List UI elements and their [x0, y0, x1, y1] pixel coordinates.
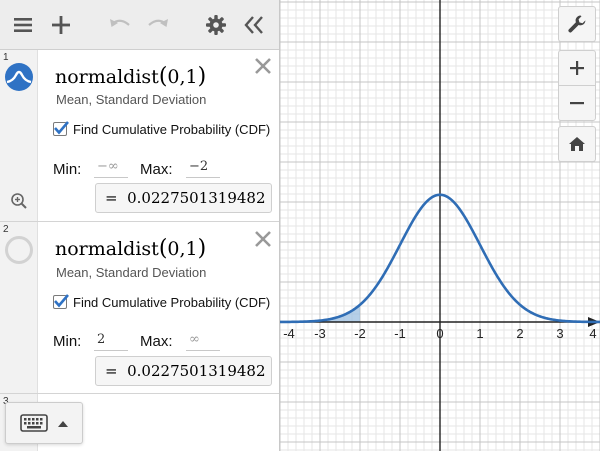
home-icon — [569, 137, 585, 151]
delete-expression-icon[interactable] — [253, 56, 273, 76]
home-button[interactable] — [558, 126, 596, 162]
expression-gutter: 1 — [0, 50, 38, 221]
cdf-result: = 0.0227501319482 — [95, 356, 272, 386]
redo-icon[interactable] — [142, 9, 174, 41]
expression-panel: 1 normaldist(0,1) Mean, Standard Deviati… — [0, 0, 280, 451]
keyboard-toggle-button[interactable] — [5, 402, 83, 444]
zoom-in-button[interactable] — [558, 50, 596, 86]
x-tick-label: 4 — [589, 326, 596, 341]
expression-toolbar — [0, 0, 279, 50]
x-tick-label: 2 — [516, 326, 523, 341]
x-tick-label: -3 — [314, 326, 326, 341]
caret-up-icon — [58, 421, 68, 427]
x-tick-label: -2 — [354, 326, 366, 341]
function-name: normaldist — [55, 66, 159, 88]
result-value: 0.0227501319482 — [127, 189, 266, 207]
plus-icon[interactable] — [45, 9, 77, 41]
cdf-checkbox[interactable] — [53, 121, 69, 136]
zoom-fit-icon[interactable] — [10, 192, 28, 210]
zoom-out-button[interactable] — [558, 85, 596, 121]
result-equals: = — [105, 362, 118, 380]
parameter-hint: Mean, Standard Deviation — [56, 92, 207, 107]
wrench-icon — [568, 15, 586, 33]
min-input[interactable]: 2 — [94, 330, 128, 351]
expression-index: 1 — [3, 52, 9, 63]
max-input[interactable]: −2 — [186, 157, 220, 178]
normal-curve — [279, 193, 600, 324]
x-tick-label: 0 — [436, 326, 443, 341]
expression-2[interactable]: 2 normaldist(0,1) Mean, Standard Deviati… — [0, 222, 279, 394]
cdf-result: = 0.0227501319482 — [95, 183, 272, 213]
hamburger-icon[interactable] — [7, 9, 39, 41]
cdf-option[interactable]: Find Cumulative Probability (CDF) — [53, 294, 271, 311]
gear-icon[interactable] — [200, 9, 232, 41]
max-label: Max: — [140, 333, 173, 350]
min-input[interactable]: −∞ — [94, 157, 128, 178]
keyboard-icon — [20, 414, 48, 432]
x-tick-label: -4 — [283, 326, 295, 341]
expression-1[interactable]: 1 normaldist(0,1) Mean, Standard Deviati… — [0, 50, 279, 222]
x-tick-label: 3 — [556, 326, 563, 341]
expression-index: 3 — [3, 396, 9, 407]
function-name: normaldist — [55, 238, 159, 260]
x-tick-label: 1 — [476, 326, 483, 341]
function-args: 0,1 — [167, 238, 198, 260]
min-label: Min: — [53, 333, 82, 350]
distribution-formula[interactable]: normaldist(0,1) — [55, 236, 207, 261]
min-label: Min: — [53, 161, 82, 178]
zoom-out-icon — [570, 102, 584, 105]
delete-expression-icon[interactable] — [253, 229, 273, 249]
cdf-label: Find Cumulative Probability (CDF) — [73, 122, 271, 137]
graph-canvas[interactable]: -4 -3 -2 -1 0 1 2 3 4 — [279, 0, 600, 451]
distribution-formula[interactable]: normaldist(0,1) — [55, 64, 207, 89]
zoom-in-icon — [570, 61, 584, 75]
expression-index: 2 — [3, 224, 9, 235]
hidden-toggle-icon[interactable] — [4, 235, 34, 265]
graph-settings-button[interactable] — [558, 6, 596, 42]
cdf-label: Find Cumulative Probability (CDF) — [73, 295, 271, 310]
collapse-icon[interactable] — [238, 9, 270, 41]
max-input[interactable]: ∞ — [186, 330, 220, 351]
undo-icon[interactable] — [104, 9, 136, 41]
parameter-hint: Mean, Standard Deviation — [56, 265, 207, 280]
result-value: 0.0227501319482 — [127, 362, 266, 380]
cdf-option[interactable]: Find Cumulative Probability (CDF) — [53, 121, 271, 138]
graph-paper[interactable]: -4 -3 -2 -1 0 1 2 3 4 — [279, 0, 600, 451]
cdf-checkbox[interactable] — [53, 294, 69, 309]
x-tick-label: -1 — [394, 326, 406, 341]
expression-gutter: 2 — [0, 222, 38, 393]
function-args: 0,1 — [167, 66, 198, 88]
distribution-color-icon[interactable] — [4, 62, 34, 92]
result-equals: = — [105, 189, 118, 207]
max-label: Max: — [140, 161, 173, 178]
x-tick-labels: -4 -3 -2 -1 0 1 2 3 4 — [283, 326, 596, 341]
